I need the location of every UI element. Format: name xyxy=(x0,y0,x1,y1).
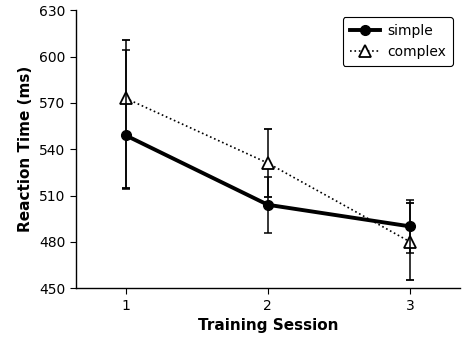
Legend: simple, complex: simple, complex xyxy=(343,17,453,66)
X-axis label: Training Session: Training Session xyxy=(198,318,338,333)
Y-axis label: Reaction Time (ms): Reaction Time (ms) xyxy=(18,66,34,232)
